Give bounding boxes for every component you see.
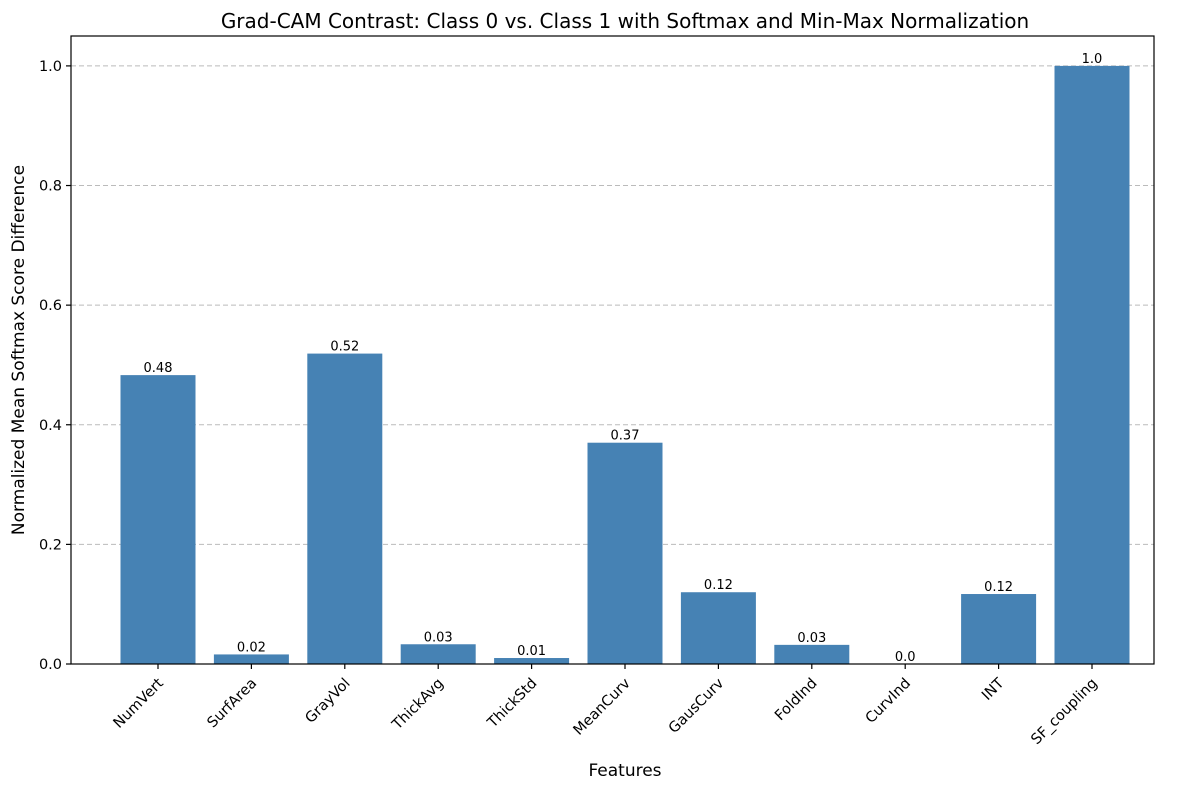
x-tick-label: NumVert — [111, 675, 167, 731]
x-tick-label: MeanCurv — [571, 675, 634, 738]
bar-meancurv — [587, 442, 663, 664]
bars — [120, 65, 1130, 664]
bar-thickavg — [400, 644, 476, 664]
x-tick-label: CurvInd — [863, 676, 914, 727]
x-tick-label: ThickAvg — [389, 676, 447, 734]
y-tick-label: 0.8 — [39, 179, 62, 195]
data-label: 0.01 — [517, 644, 546, 659]
data-labels: 0.48 0.02 0.52 0.03 0.01 0.37 0.12 0.03 0.0 0.12 1… — [144, 52, 1103, 665]
data-label: 0.02 — [237, 640, 266, 655]
data-label: 0.03 — [797, 631, 826, 646]
x-tick-label: ThickStd — [484, 676, 540, 732]
y-axis: 0.0 0.2 0.4 0.6 0.8 1.0 — [39, 59, 71, 673]
bar-numvert — [120, 375, 196, 664]
data-label: 0.52 — [330, 340, 359, 355]
data-label: 0.12 — [984, 580, 1013, 595]
y-axis-label: Normalized Mean Softmax Score Difference — [9, 165, 29, 535]
y-tick-label: 0.0 — [39, 657, 62, 673]
x-tick-label: INT — [979, 675, 1007, 703]
data-label: 0.48 — [144, 361, 173, 376]
bar-gauscurv — [680, 592, 756, 664]
bar-grayvol — [307, 353, 383, 664]
bar-sf-coupling — [1054, 65, 1130, 664]
y-tick-label: 0.6 — [39, 298, 62, 314]
x-axis: NumVert SurfArea GrayVol ThickAvg ThickStd Me… — [111, 664, 1101, 748]
x-axis-label: Features — [588, 761, 661, 781]
plot-frame — [70, 35, 1155, 665]
data-label: 0.12 — [704, 578, 733, 593]
bar-int — [961, 594, 1037, 664]
y-tick-label: 1.0 — [39, 59, 62, 75]
chart-title: Grad-CAM Contrast: Class 0 vs. Class 1 w… — [221, 9, 1029, 33]
bar-surfarea — [213, 654, 289, 664]
y-tick-label: 0.4 — [39, 418, 62, 434]
x-tick-label: GrayVol — [302, 676, 353, 727]
data-label: 0.0 — [895, 650, 916, 665]
data-label: 1.0 — [1082, 52, 1103, 67]
y-tick-label: 0.2 — [39, 537, 62, 553]
bar-foldind — [774, 644, 850, 664]
x-tick-label: SurfArea — [204, 676, 260, 732]
x-tick-label: FoldInd — [772, 676, 821, 725]
x-tick-label: SF_coupling — [1028, 676, 1100, 748]
bar-thickstd — [494, 658, 570, 664]
data-label: 0.03 — [424, 630, 453, 645]
data-label: 0.37 — [611, 429, 640, 444]
x-tick-label: GausCurv — [666, 675, 728, 737]
